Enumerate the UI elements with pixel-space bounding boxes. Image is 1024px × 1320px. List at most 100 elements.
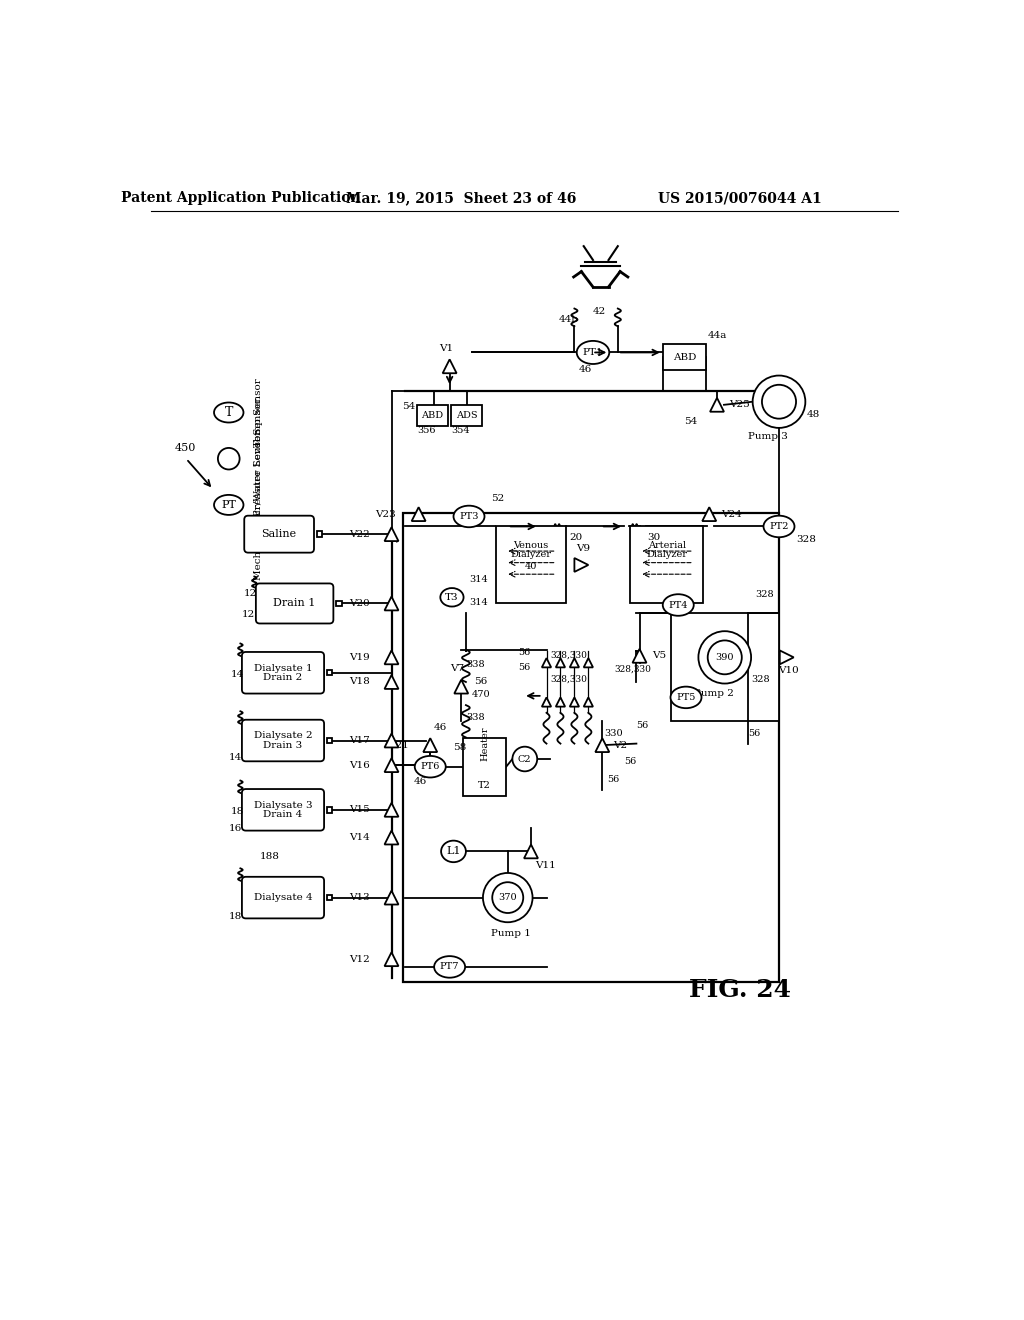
Ellipse shape xyxy=(440,589,464,607)
Circle shape xyxy=(493,882,523,913)
Bar xyxy=(316,532,323,537)
Text: 48: 48 xyxy=(807,411,820,420)
Text: V5: V5 xyxy=(652,651,666,660)
Text: 354: 354 xyxy=(452,425,470,434)
Ellipse shape xyxy=(214,403,244,422)
Text: Dialysate 2: Dialysate 2 xyxy=(254,731,312,741)
Text: T3: T3 xyxy=(445,593,459,602)
Text: V1: V1 xyxy=(438,345,453,352)
Text: 12: 12 xyxy=(242,610,255,619)
Text: V18: V18 xyxy=(349,677,370,686)
Text: 370: 370 xyxy=(499,894,517,902)
Polygon shape xyxy=(385,527,398,541)
Text: V17: V17 xyxy=(349,737,370,744)
Text: 20: 20 xyxy=(569,532,583,541)
Text: 18: 18 xyxy=(230,807,244,816)
Text: 328: 328 xyxy=(756,590,774,599)
Text: Drain 1: Drain 1 xyxy=(273,598,315,609)
Text: Air/Water Level Sensor: Air/Water Level Sensor xyxy=(254,397,263,520)
Text: 44a: 44a xyxy=(708,331,727,339)
Bar xyxy=(336,601,342,606)
Text: V14: V14 xyxy=(349,833,370,842)
Text: ABD: ABD xyxy=(673,352,696,362)
Text: Pump 1: Pump 1 xyxy=(490,929,530,939)
Polygon shape xyxy=(412,507,426,521)
Text: PT: PT xyxy=(221,500,237,510)
Text: V13: V13 xyxy=(349,894,370,902)
Text: 12: 12 xyxy=(245,589,257,598)
Text: 46: 46 xyxy=(434,723,447,731)
Text: PT7: PT7 xyxy=(440,962,460,972)
Text: 30: 30 xyxy=(647,532,660,541)
Bar xyxy=(630,527,703,603)
Polygon shape xyxy=(385,803,398,817)
Polygon shape xyxy=(633,649,646,663)
Polygon shape xyxy=(423,738,437,752)
Text: Pump 3: Pump 3 xyxy=(749,432,788,441)
Text: Arterial: Arterial xyxy=(647,541,686,550)
Text: 314: 314 xyxy=(469,598,487,607)
Polygon shape xyxy=(542,697,551,706)
Text: 56: 56 xyxy=(636,721,648,730)
Circle shape xyxy=(753,376,805,428)
Text: 18: 18 xyxy=(228,912,242,921)
Text: 46: 46 xyxy=(414,776,426,785)
Text: 330: 330 xyxy=(604,729,624,738)
Text: 338: 338 xyxy=(467,714,485,722)
Text: PT4: PT4 xyxy=(669,601,688,610)
Text: 328,330: 328,330 xyxy=(550,651,587,660)
Polygon shape xyxy=(385,651,398,664)
Text: Saline: Saline xyxy=(261,529,297,539)
Text: PT3: PT3 xyxy=(459,512,479,521)
Ellipse shape xyxy=(663,594,693,615)
Bar xyxy=(671,612,779,721)
Text: T: T xyxy=(224,407,232,418)
Text: ABD: ABD xyxy=(422,411,443,420)
Text: V21: V21 xyxy=(388,741,409,750)
Ellipse shape xyxy=(434,956,465,978)
Bar xyxy=(327,738,332,743)
Bar xyxy=(496,527,566,603)
Text: V20: V20 xyxy=(349,599,370,609)
Text: 188: 188 xyxy=(260,853,280,861)
Text: 14: 14 xyxy=(230,669,244,678)
Text: V25: V25 xyxy=(729,400,750,409)
Text: 52: 52 xyxy=(490,494,504,503)
Text: US 2015/0076044 A1: US 2015/0076044 A1 xyxy=(658,191,822,206)
Polygon shape xyxy=(385,758,398,772)
Polygon shape xyxy=(710,397,724,412)
Polygon shape xyxy=(702,507,716,521)
Text: 56: 56 xyxy=(748,729,760,738)
Text: Dialysate 1: Dialysate 1 xyxy=(254,664,312,673)
Circle shape xyxy=(762,384,796,418)
Polygon shape xyxy=(385,734,398,747)
Text: V10: V10 xyxy=(778,665,799,675)
Polygon shape xyxy=(595,738,609,752)
Bar xyxy=(452,405,482,426)
Text: V9: V9 xyxy=(575,544,590,553)
Text: Venous: Venous xyxy=(513,541,549,550)
Text: V23: V23 xyxy=(375,510,395,519)
Text: Temp Sensor: Temp Sensor xyxy=(254,378,263,447)
Text: 56: 56 xyxy=(607,775,620,784)
Text: FIG. 24: FIG. 24 xyxy=(689,978,792,1002)
Bar xyxy=(327,895,332,900)
Ellipse shape xyxy=(764,516,795,537)
Text: 44b: 44b xyxy=(559,315,579,325)
Text: 470: 470 xyxy=(471,690,489,700)
Polygon shape xyxy=(385,675,398,689)
Ellipse shape xyxy=(577,341,609,364)
FancyBboxPatch shape xyxy=(242,652,324,693)
Text: Heater: Heater xyxy=(480,726,489,762)
Bar xyxy=(403,512,779,982)
Text: 46: 46 xyxy=(579,366,592,375)
Polygon shape xyxy=(779,651,794,664)
Polygon shape xyxy=(569,659,579,668)
Polygon shape xyxy=(556,697,565,706)
Text: PT5: PT5 xyxy=(676,693,695,702)
FancyBboxPatch shape xyxy=(242,876,324,919)
Text: Dialysate 4: Dialysate 4 xyxy=(254,894,312,902)
Polygon shape xyxy=(385,830,398,845)
Text: Pump 2: Pump 2 xyxy=(694,689,734,698)
Text: 338: 338 xyxy=(467,660,485,669)
